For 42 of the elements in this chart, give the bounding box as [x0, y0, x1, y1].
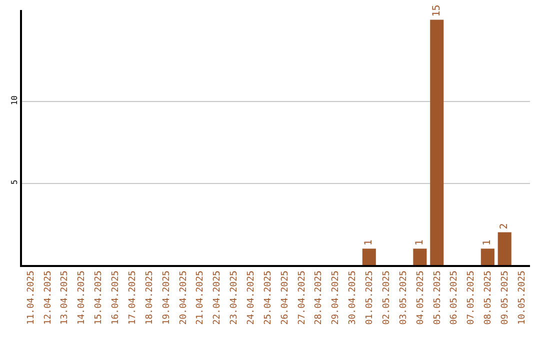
- x-tick-label: 17.04.2025: [128, 270, 138, 325]
- x-tick-label: 03.05.2025: [398, 270, 409, 325]
- x-tick-label: 29.04.2025: [331, 270, 342, 325]
- y-tick-label: 5: [10, 179, 19, 184]
- x-tick-label: 16.04.2025: [111, 270, 122, 325]
- data-label: 1: [414, 240, 426, 246]
- y-tick-label: 10: [10, 95, 19, 106]
- x-tick-label: 06.05.2025: [450, 270, 460, 325]
- x-tick-label: 19.04.2025: [162, 270, 172, 325]
- x-tick-label: 20.04.2025: [178, 270, 189, 325]
- x-tick-label: 21.04.2025: [196, 270, 206, 325]
- x-tick-label: 01.05.2025: [365, 270, 376, 325]
- bar: [480, 248, 494, 265]
- x-tick-label: 11.04.2025: [26, 270, 36, 325]
- x-tick-label: 10.05.2025: [517, 270, 528, 325]
- x-tick-label: 12.04.2025: [43, 270, 54, 325]
- x-tick-label: 24.04.2025: [246, 270, 257, 325]
- x-tick-label: 22.04.2025: [212, 270, 223, 325]
- bar: [498, 232, 512, 265]
- x-tick-label: 05.05.2025: [432, 270, 443, 325]
- x-tick-label: 07.05.2025: [466, 270, 477, 325]
- x-tick-label: 09.05.2025: [500, 270, 511, 325]
- bar: [430, 20, 444, 265]
- bar: [362, 248, 376, 265]
- x-tick-label: 08.05.2025: [484, 270, 494, 325]
- x-tick-label: 13.04.2025: [60, 270, 70, 325]
- x-tick-label: 28.04.2025: [314, 270, 324, 325]
- x-tick-label: 30.04.2025: [348, 270, 358, 325]
- x-tick-label: 27.04.2025: [297, 270, 308, 325]
- data-label: 1: [482, 240, 494, 246]
- data-label: 2: [499, 223, 510, 230]
- data-label: 1: [364, 240, 375, 246]
- x-tick-label: 14.04.2025: [77, 270, 88, 325]
- x-tick-label: 18.04.2025: [144, 270, 155, 325]
- x-tick-label: 02.05.2025: [382, 270, 392, 325]
- x-tick-label: 25.04.2025: [263, 270, 274, 325]
- x-tick-label: 23.04.2025: [230, 270, 240, 325]
- data-label: 15: [431, 4, 442, 17]
- bar: [413, 248, 427, 265]
- x-tick-label: 04.05.2025: [416, 270, 426, 325]
- x-tick-label: 26.04.2025: [280, 270, 290, 325]
- x-tick-label: 15.04.2025: [94, 270, 104, 325]
